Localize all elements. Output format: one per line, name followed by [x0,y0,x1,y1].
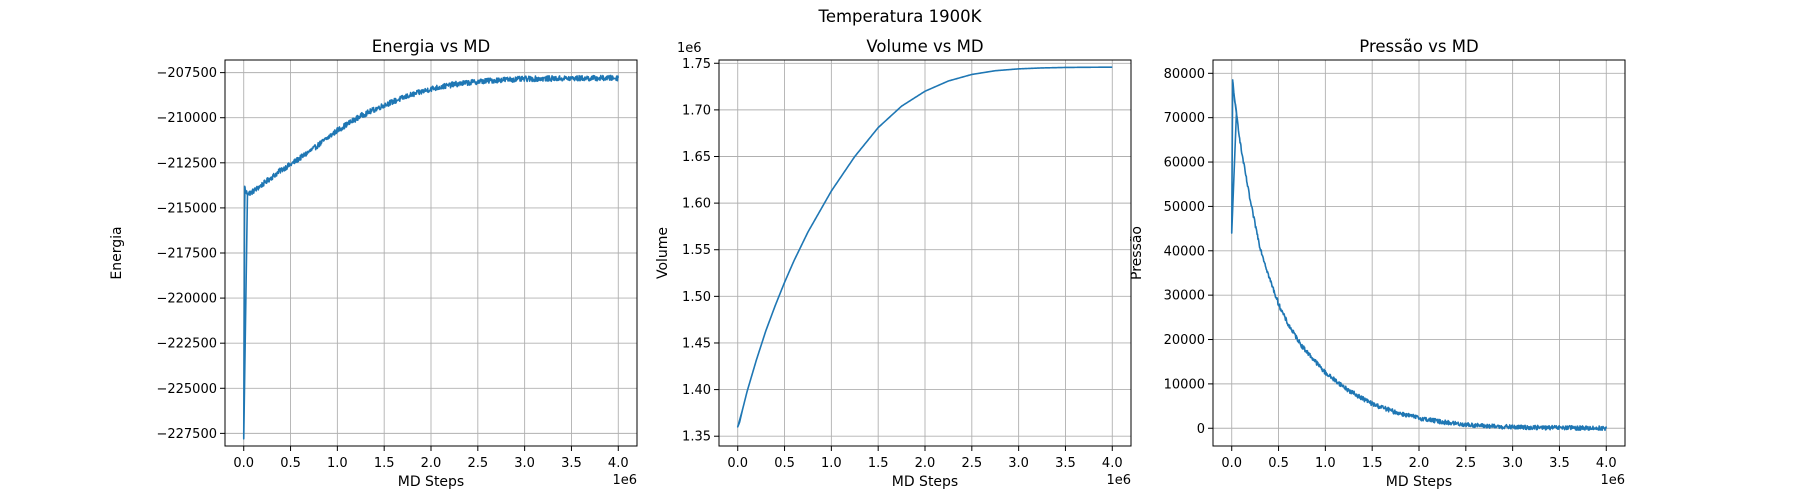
subplot-1: 0.0 0.5 1.0 1.5 2.0 2.5 3.0 3.5 4.0 −227500 −22500… [109,37,638,490]
x-tick-label: 1.5 [868,456,889,471]
y-tick-label: −210000 [156,111,217,126]
y-tick-label: 1.35 [682,430,711,445]
y-tick-label: 50000 [1164,200,1205,215]
series-line [736,66,1113,428]
y-tick-label: 30000 [1164,289,1205,304]
y-tick-label: 1.40 [682,383,711,398]
x-tick-label: 2.0 [915,456,936,471]
x-tick-label: 1.0 [821,456,842,471]
x-tick-label: 1.5 [374,456,395,471]
x-tick-label: 1.0 [327,456,348,471]
y-tick-label: −215000 [156,201,217,216]
y-tick-label: 1.45 [682,336,711,351]
x-tick-label: 1.0 [1315,456,1336,471]
subplot-title: Pressão vs MD [1359,37,1478,56]
x-tick-label: 0.0 [727,456,748,471]
subplot-3: 0.0 0.5 1.0 1.5 2.0 2.5 3.0 3.5 4.0 0 10000 20000 30… [1129,37,1626,490]
y-tick-label: −220000 [156,292,217,307]
x-tick-label: 4.0 [608,456,629,471]
y-tick-label: 40000 [1164,244,1205,259]
x-tick-label: 3.5 [561,456,582,471]
y-tick-label: 1.75 [682,57,711,72]
y-tick-label: 1.60 [682,197,711,212]
y-tick-label: 10000 [1164,377,1205,392]
x-tick-label: 0.0 [1221,456,1242,471]
x-tick-label: 3.5 [1055,456,1076,471]
x-axis-label: MD Steps [1386,474,1452,490]
x-offset-label: 1e6 [612,473,637,488]
x-axis-label: MD Steps [398,474,464,490]
y-tick-label: 1.50 [682,290,711,305]
x-tick-label: 2.5 [961,456,982,471]
y-tick-label: 80000 [1164,67,1205,82]
y-tick-label: 0 [1197,422,1205,437]
y-tick-label: −217500 [156,247,217,262]
x-tick-label: 2.5 [467,456,488,471]
x-tick-label: 0.0 [233,456,254,471]
x-tick-label: 4.0 [1596,456,1617,471]
x-tick-label: 0.5 [774,456,795,471]
y-axis-label: Volume [655,227,671,279]
y-tick-label: −222500 [156,337,217,352]
figure-title: Temperatura 1900K [818,7,983,26]
x-axis-label: MD Steps [892,474,958,490]
y-offset-label: 1e6 [677,41,702,56]
x-tick-label: 2.5 [1455,456,1476,471]
y-tick-label: −212500 [156,156,217,171]
x-tick-label: 2.0 [1409,456,1430,471]
y-tick-label: 70000 [1164,111,1205,126]
y-tick-label: −207500 [156,66,217,81]
y-axis-label: Energia [109,226,125,279]
x-tick-label: 4.0 [1102,456,1123,471]
x-tick-label: 3.0 [1008,456,1029,471]
y-tick-label: 20000 [1164,333,1205,348]
x-tick-label: 2.0 [421,456,442,471]
subplot-2: 0.0 0.5 1.0 1.5 2.0 2.5 3.0 3.5 4.0 1.35 1.40 1.45 1… [655,37,1132,490]
x-offset-label: 1e6 [1600,473,1625,488]
y-tick-label: −225000 [156,382,217,397]
x-tick-label: 0.5 [280,456,301,471]
x-tick-label: 1.5 [1362,456,1383,471]
x-tick-label: 3.0 [514,456,535,471]
y-axis-label: Pressão [1129,226,1145,280]
x-tick-label: 0.5 [1268,456,1289,471]
subplot-title: Energia vs MD [372,37,491,56]
y-tick-label: 1.65 [682,150,711,165]
y-tick-label: 1.70 [682,103,711,118]
series-line [242,74,620,440]
subplots: 0.0 0.5 1.0 1.5 2.0 2.5 3.0 3.5 4.0 −227500 −22500… [109,37,1626,490]
subplot-title: Volume vs MD [866,37,983,56]
series-line [1230,79,1608,432]
y-tick-label: 1.55 [682,243,711,258]
y-tick-label: 60000 [1164,156,1205,171]
x-tick-label: 3.0 [1502,456,1523,471]
y-tick-label: −227500 [156,427,217,442]
x-offset-label: 1e6 [1106,473,1131,488]
x-tick-label: 3.5 [1549,456,1570,471]
